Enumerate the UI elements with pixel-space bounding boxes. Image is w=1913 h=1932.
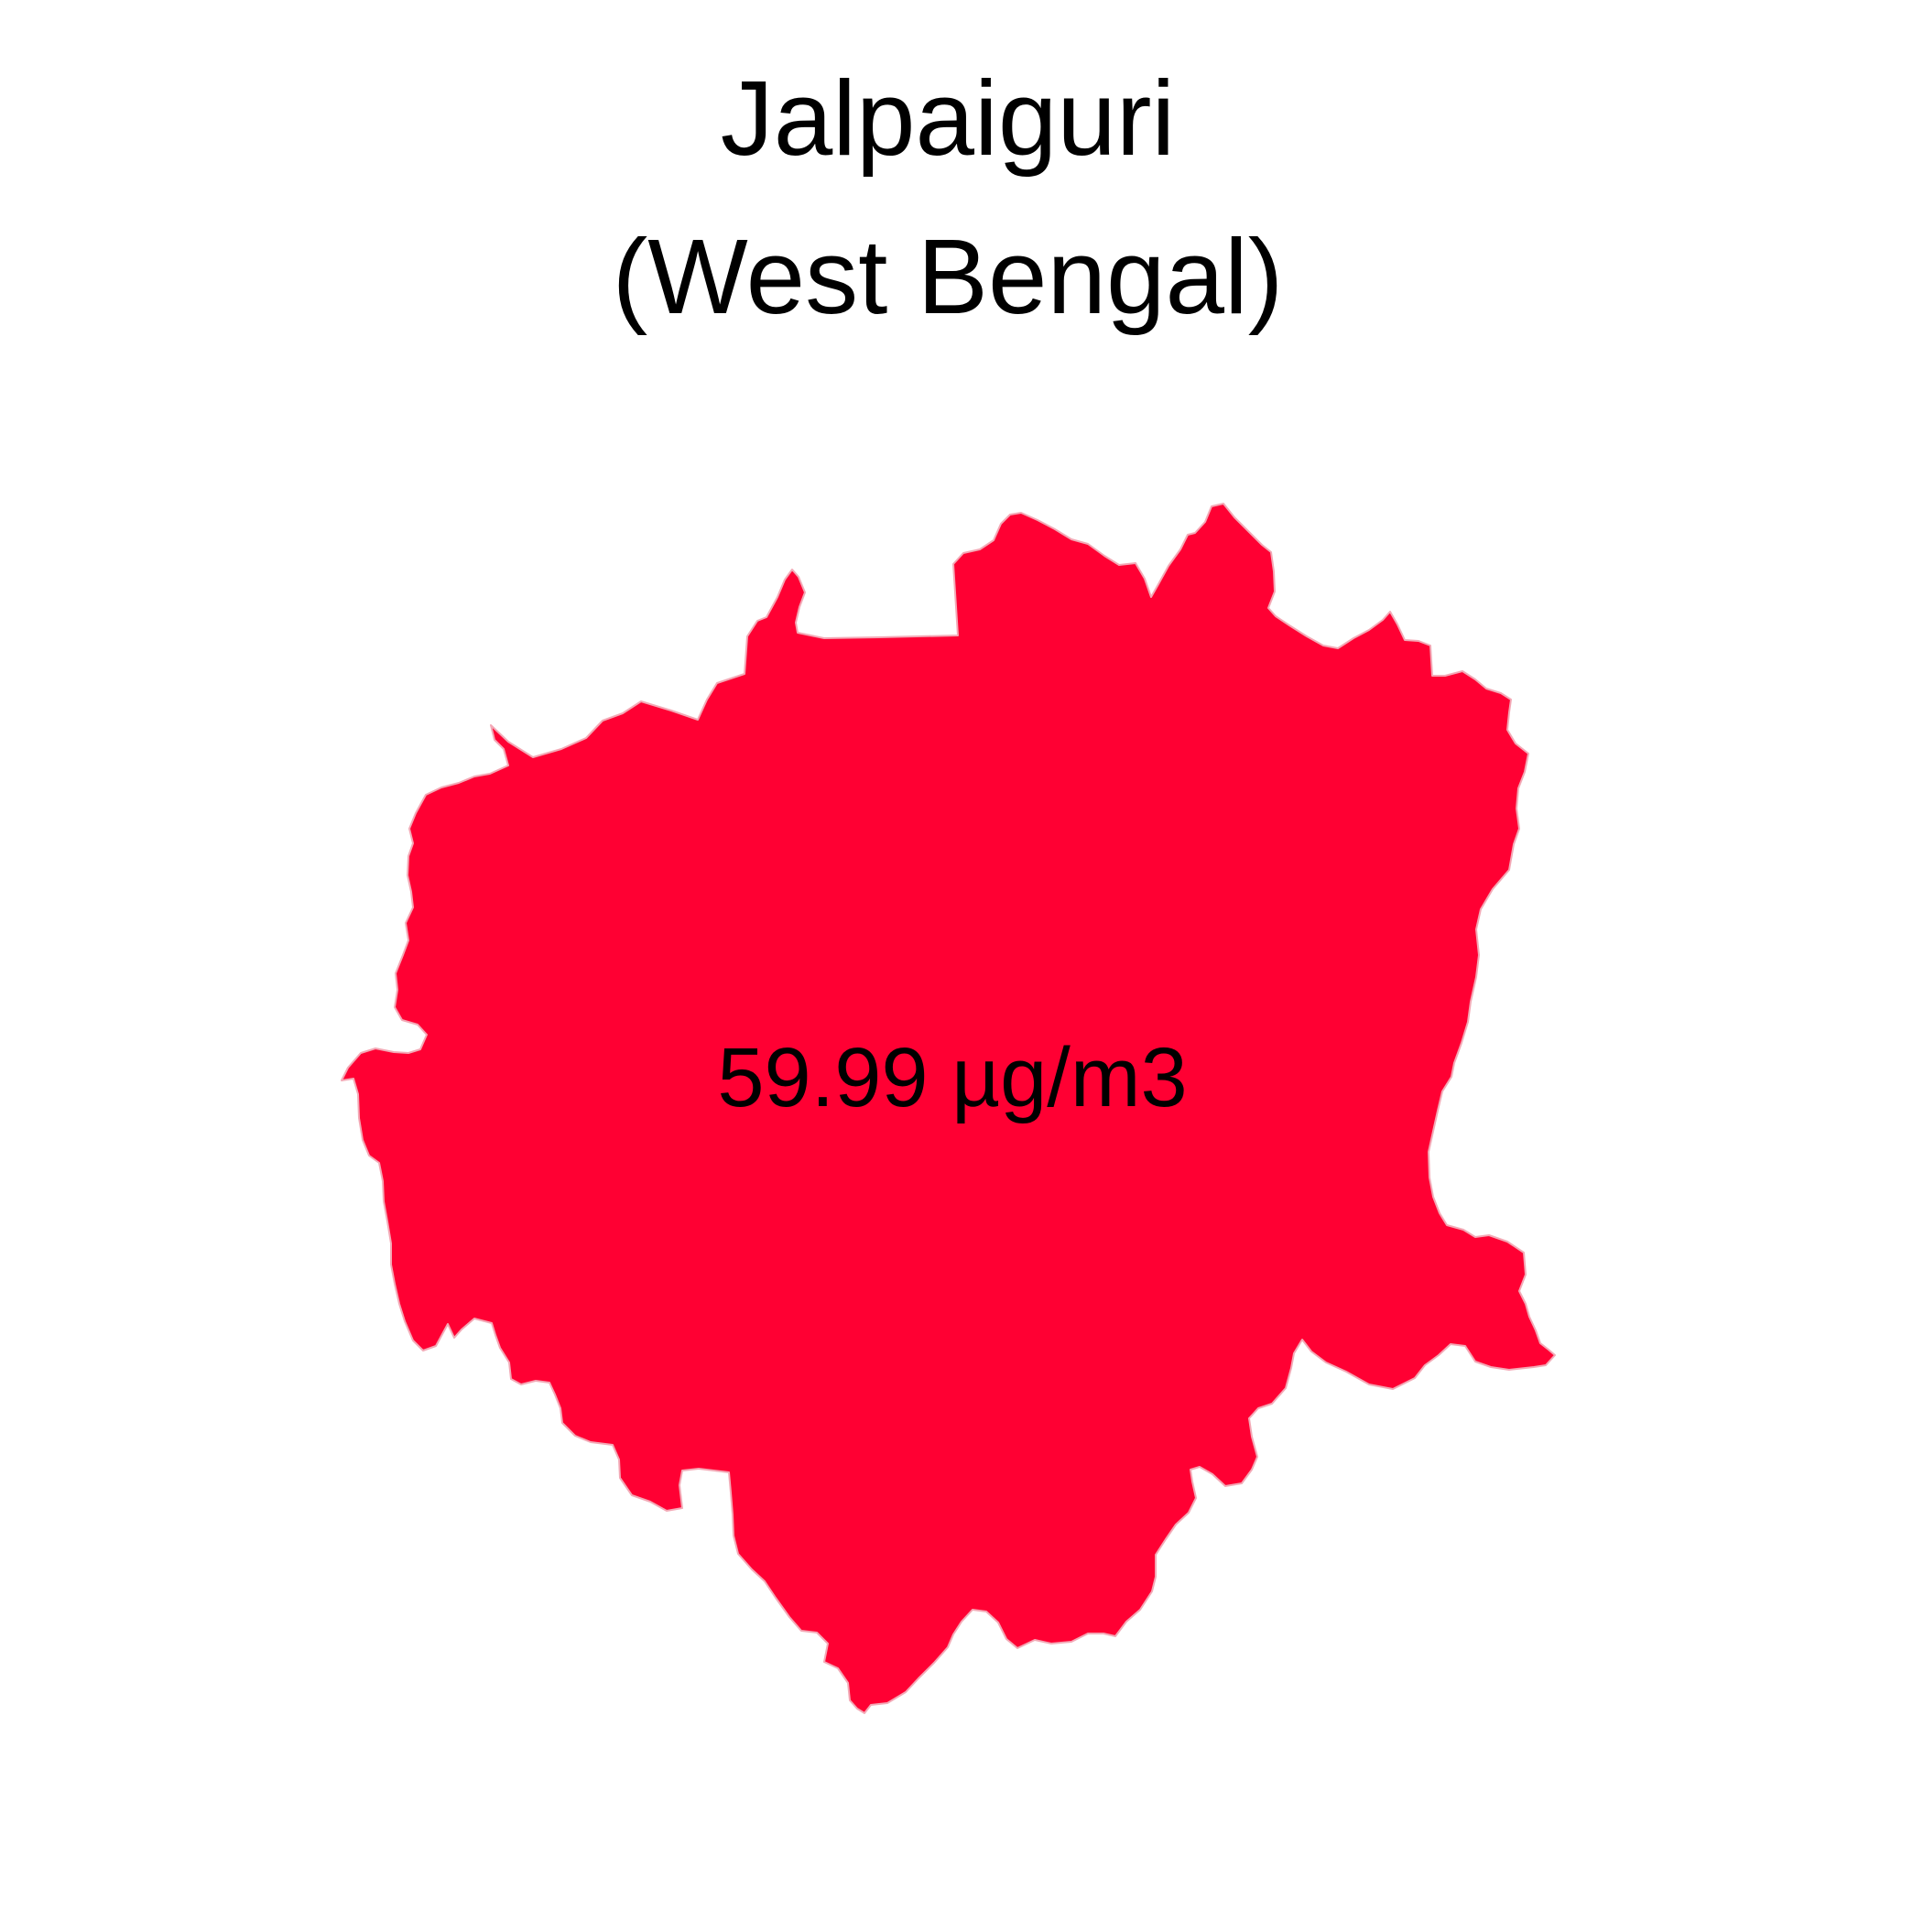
pm25-value-label: 59.99 µg/m3	[717, 1031, 1187, 1124]
map-title-district: Jalpaiguri	[721, 59, 1176, 178]
district-shape-jalpaiguri	[341, 503, 1556, 1714]
map-title-state: (West Bengal)	[613, 217, 1284, 336]
